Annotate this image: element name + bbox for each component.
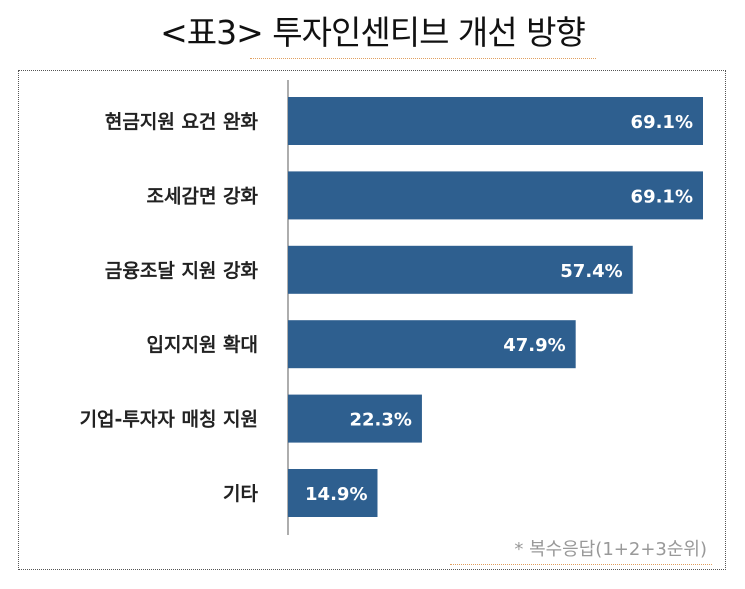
bar-2 bbox=[288, 245, 633, 294]
category-label-4: 기업-투자자 매칭 지원 bbox=[80, 409, 258, 431]
value-label-3: 47.9% bbox=[503, 335, 565, 356]
footnote: * 복수응답(1+2+3순위) bbox=[514, 539, 707, 560]
category-label-1: 조세감면 강화 bbox=[147, 185, 259, 207]
bar-0 bbox=[288, 97, 703, 145]
footnote-underline bbox=[450, 564, 712, 565]
value-label-4: 22.3% bbox=[349, 410, 411, 431]
bar-5 bbox=[288, 469, 378, 517]
bar-1 bbox=[288, 171, 703, 220]
category-label-5: 기타 bbox=[223, 483, 258, 505]
chart-frame bbox=[18, 70, 726, 570]
value-label-1: 69.1% bbox=[631, 186, 693, 207]
value-label-5: 14.9% bbox=[305, 484, 367, 505]
bar-4 bbox=[288, 394, 422, 443]
category-label-3: 입지지원 확대 bbox=[147, 333, 259, 356]
value-label-2: 57.4% bbox=[560, 261, 622, 282]
category-label-0: 현금지원 요건 완화 bbox=[105, 111, 259, 133]
value-label-0: 69.1% bbox=[631, 112, 693, 133]
title-underline bbox=[250, 58, 596, 59]
chart-title: <표3> 투자인센티브 개선 방향 bbox=[160, 13, 586, 52]
bar-3 bbox=[288, 320, 576, 369]
category-label-2: 금융조달 지원 강화 bbox=[105, 260, 259, 282]
